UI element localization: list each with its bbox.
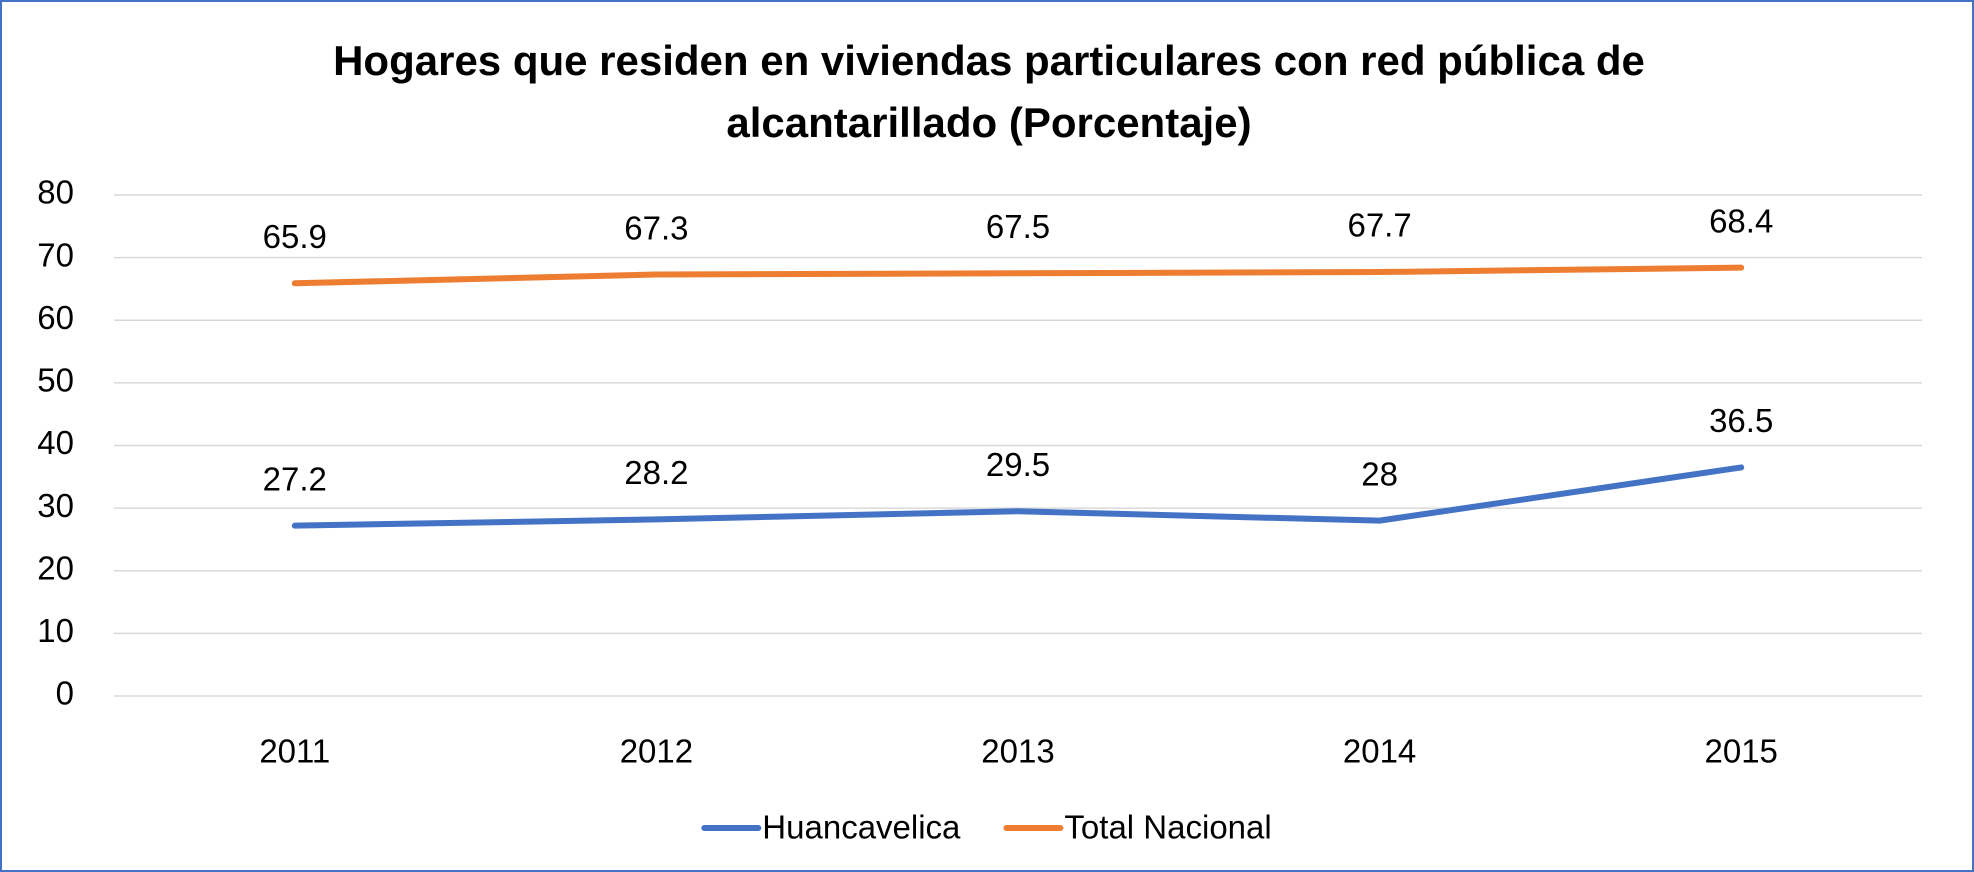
chart-title: Hogares que residen en viviendas particu…: [333, 37, 1645, 146]
x-tick-label: 2015: [1704, 733, 1777, 770]
data-label: 67.5: [986, 208, 1050, 245]
data-label: 27.2: [263, 460, 327, 497]
y-tick-label: 0: [56, 675, 74, 712]
data-label: 65.9: [263, 218, 327, 255]
y-tick-label: 70: [37, 236, 74, 273]
x-tick-label: 2012: [620, 733, 693, 770]
y-tick-label: 30: [37, 487, 74, 524]
data-label: 29.5: [986, 446, 1050, 483]
x-tick-label: 2011: [259, 733, 330, 770]
data-label: 28.2: [624, 454, 688, 491]
data-label: 67.3: [624, 209, 688, 246]
data-label: 68.4: [1709, 202, 1773, 239]
y-tick-label: 10: [37, 612, 74, 649]
x-tick-label: 2013: [981, 733, 1054, 770]
y-tick-label: 80: [37, 174, 74, 211]
data-label: 36.5: [1709, 402, 1773, 439]
y-tick-label: 40: [37, 424, 74, 461]
y-tick-label: 20: [37, 549, 74, 586]
data-label: 28: [1361, 455, 1398, 492]
data-label: 67.7: [1347, 207, 1411, 244]
y-tick-label: 60: [37, 299, 74, 336]
series-line: [291, 464, 1745, 529]
legend-label: Total Nacional: [1064, 809, 1271, 846]
legend-label: Huancavelica: [762, 809, 961, 846]
y-tick-label: 50: [37, 362, 74, 399]
series-line: [291, 264, 1745, 287]
x-tick-label: 2014: [1343, 733, 1416, 770]
